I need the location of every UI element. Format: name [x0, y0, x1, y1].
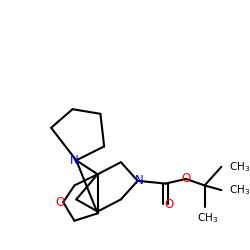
Text: O: O — [165, 198, 174, 210]
Text: O: O — [181, 172, 190, 186]
Text: CH$_3$: CH$_3$ — [197, 212, 218, 225]
Text: N: N — [70, 154, 79, 167]
Text: O: O — [56, 196, 65, 209]
Text: N: N — [135, 174, 144, 187]
Text: CH$_3$: CH$_3$ — [229, 183, 250, 197]
Text: CH$_3$: CH$_3$ — [229, 160, 250, 174]
